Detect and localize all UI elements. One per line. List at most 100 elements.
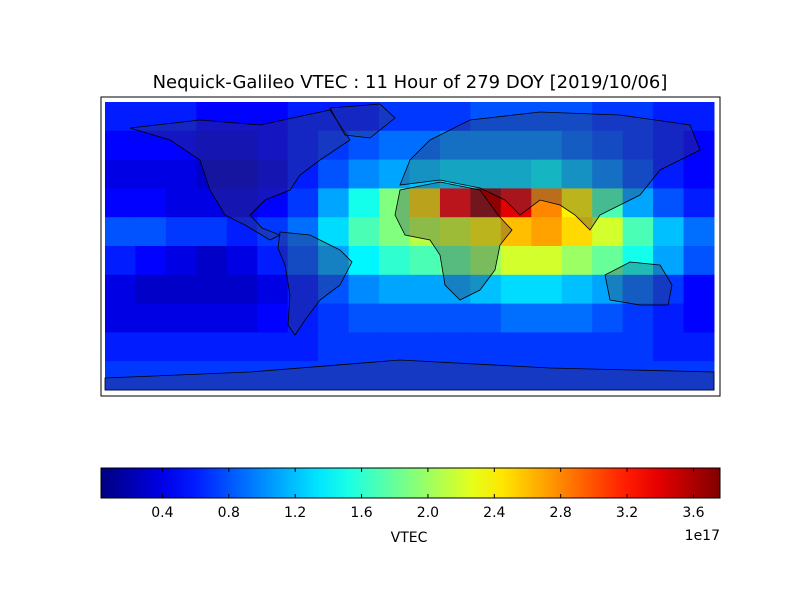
cell: [379, 332, 410, 362]
cell: [653, 332, 685, 362]
cell: [318, 246, 350, 276]
cell: [500, 303, 532, 333]
continents: [104, 103, 715, 391]
cell: [439, 303, 471, 333]
cell: [348, 102, 380, 132]
cell: [135, 130, 167, 161]
cell: [592, 130, 624, 161]
cell: [348, 361, 380, 391]
cell: [531, 217, 563, 247]
cell: [561, 246, 593, 276]
cell: [531, 332, 563, 362]
antarctica: [104, 359, 715, 391]
cell: [318, 303, 350, 333]
cell: [165, 188, 197, 218]
cell: [165, 159, 197, 189]
cell: [287, 332, 319, 362]
cell: [165, 332, 197, 362]
cell: [500, 159, 532, 189]
cell: [135, 303, 167, 333]
cell: [165, 274, 197, 305]
cell: [287, 102, 319, 132]
cell: [622, 188, 654, 218]
chart-title: Nequick-Galileo VTEC : 11 Hour of 279 DO…: [153, 72, 668, 93]
cell: [318, 159, 350, 189]
cell: [683, 361, 715, 391]
cell: [348, 188, 380, 218]
cell: [531, 130, 563, 161]
cell: [348, 332, 380, 362]
cell: [409, 274, 441, 305]
cell: [561, 332, 593, 362]
cell: [287, 246, 319, 276]
cell: [226, 303, 258, 333]
cell: [135, 332, 167, 362]
cell: [379, 188, 410, 218]
cell: [226, 274, 258, 305]
cell: [135, 159, 167, 189]
cell: [622, 102, 654, 132]
cell: [287, 274, 319, 305]
cell: [105, 332, 136, 362]
cell: [409, 303, 441, 333]
cell: [683, 274, 715, 305]
cell: [105, 102, 136, 132]
cell: [287, 217, 319, 247]
cell: [531, 246, 563, 276]
cell: [226, 130, 258, 161]
cell: [653, 159, 685, 189]
cell: [379, 274, 410, 305]
colorbar-tick-label: 1.6: [350, 505, 372, 521]
cell: [165, 361, 197, 391]
colorbar-gradient: [100, 467, 721, 499]
cell: [196, 217, 228, 247]
cell: [226, 159, 258, 189]
cell: [409, 217, 441, 247]
cell: [226, 246, 258, 276]
cell: [439, 274, 471, 305]
cell: [348, 274, 380, 305]
cell: [531, 361, 563, 391]
cell: [500, 130, 532, 161]
cell: [196, 246, 228, 276]
cell: [287, 130, 319, 161]
cell: [683, 102, 715, 132]
cell: [439, 361, 471, 391]
colorbar-tick-label: 0.4: [151, 505, 173, 521]
south-america: [277, 231, 353, 336]
colorbar-tick-label: 0.8: [218, 505, 240, 521]
cell: [439, 159, 471, 189]
cell: [196, 274, 228, 305]
cell: [470, 246, 502, 276]
cell: [379, 361, 410, 391]
colorbar-tick-label: 1.2: [284, 505, 306, 521]
cell: [287, 361, 319, 391]
cell: [257, 159, 289, 189]
cell: [622, 274, 654, 305]
cell: [257, 332, 289, 362]
cell: [592, 361, 624, 391]
cell: [348, 303, 380, 333]
cell: [500, 332, 532, 362]
cell: [470, 361, 502, 391]
cell: [135, 188, 167, 218]
colorbar-tick-label: 3.2: [616, 505, 638, 521]
cell: [500, 188, 532, 218]
cell: [622, 217, 654, 247]
colorbar-tick-label: 2.0: [417, 505, 439, 521]
cell: [622, 303, 654, 333]
cell: [348, 246, 380, 276]
cell: [257, 274, 289, 305]
cell: [622, 361, 654, 391]
cell: [379, 130, 410, 161]
cell: [105, 217, 136, 247]
cell: [531, 303, 563, 333]
cell: [653, 361, 685, 391]
cell: [318, 332, 350, 362]
cell: [105, 130, 136, 161]
north-america: [129, 109, 351, 241]
cell: [561, 159, 593, 189]
cell: [105, 159, 136, 189]
cell: [135, 217, 167, 247]
australia: [604, 261, 673, 306]
